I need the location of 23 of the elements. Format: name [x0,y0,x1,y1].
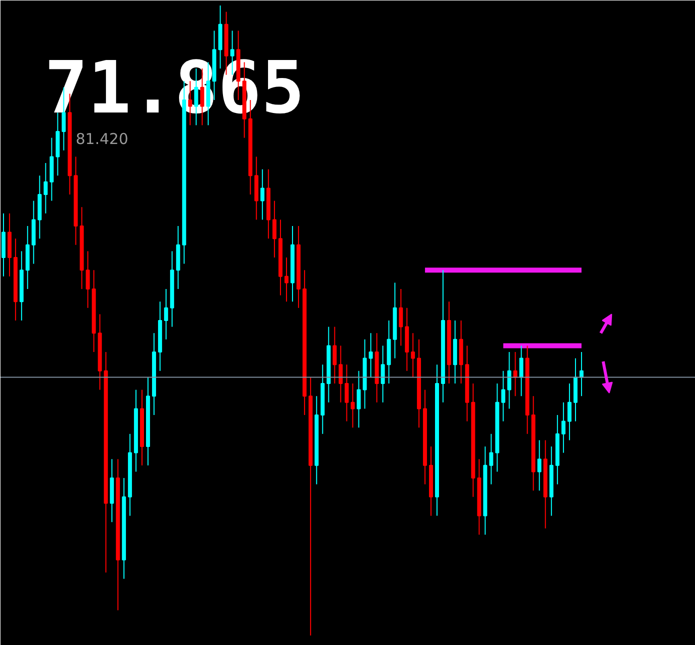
candlestick [519,345,524,397]
candlestick [368,332,373,378]
candlestick [380,345,385,403]
candlestick [260,168,264,220]
annotation: 81.420 [76,130,128,148]
candlestick [561,402,566,454]
candlestick [356,370,361,428]
candlestick [86,250,90,308]
candlestick [332,326,337,384]
candlestick [44,162,48,214]
candlestick [284,257,288,302]
candlestick [350,383,355,428]
candlestick [338,345,343,403]
candlestick [567,383,572,441]
candlestick [507,352,512,410]
candlestick [410,332,415,378]
candlestick [272,200,276,258]
candlestick [501,370,506,422]
candlestick [164,288,168,340]
candlestick [398,288,403,346]
candlestick [344,364,349,422]
candlestick [537,440,542,492]
candlestick [489,433,494,485]
